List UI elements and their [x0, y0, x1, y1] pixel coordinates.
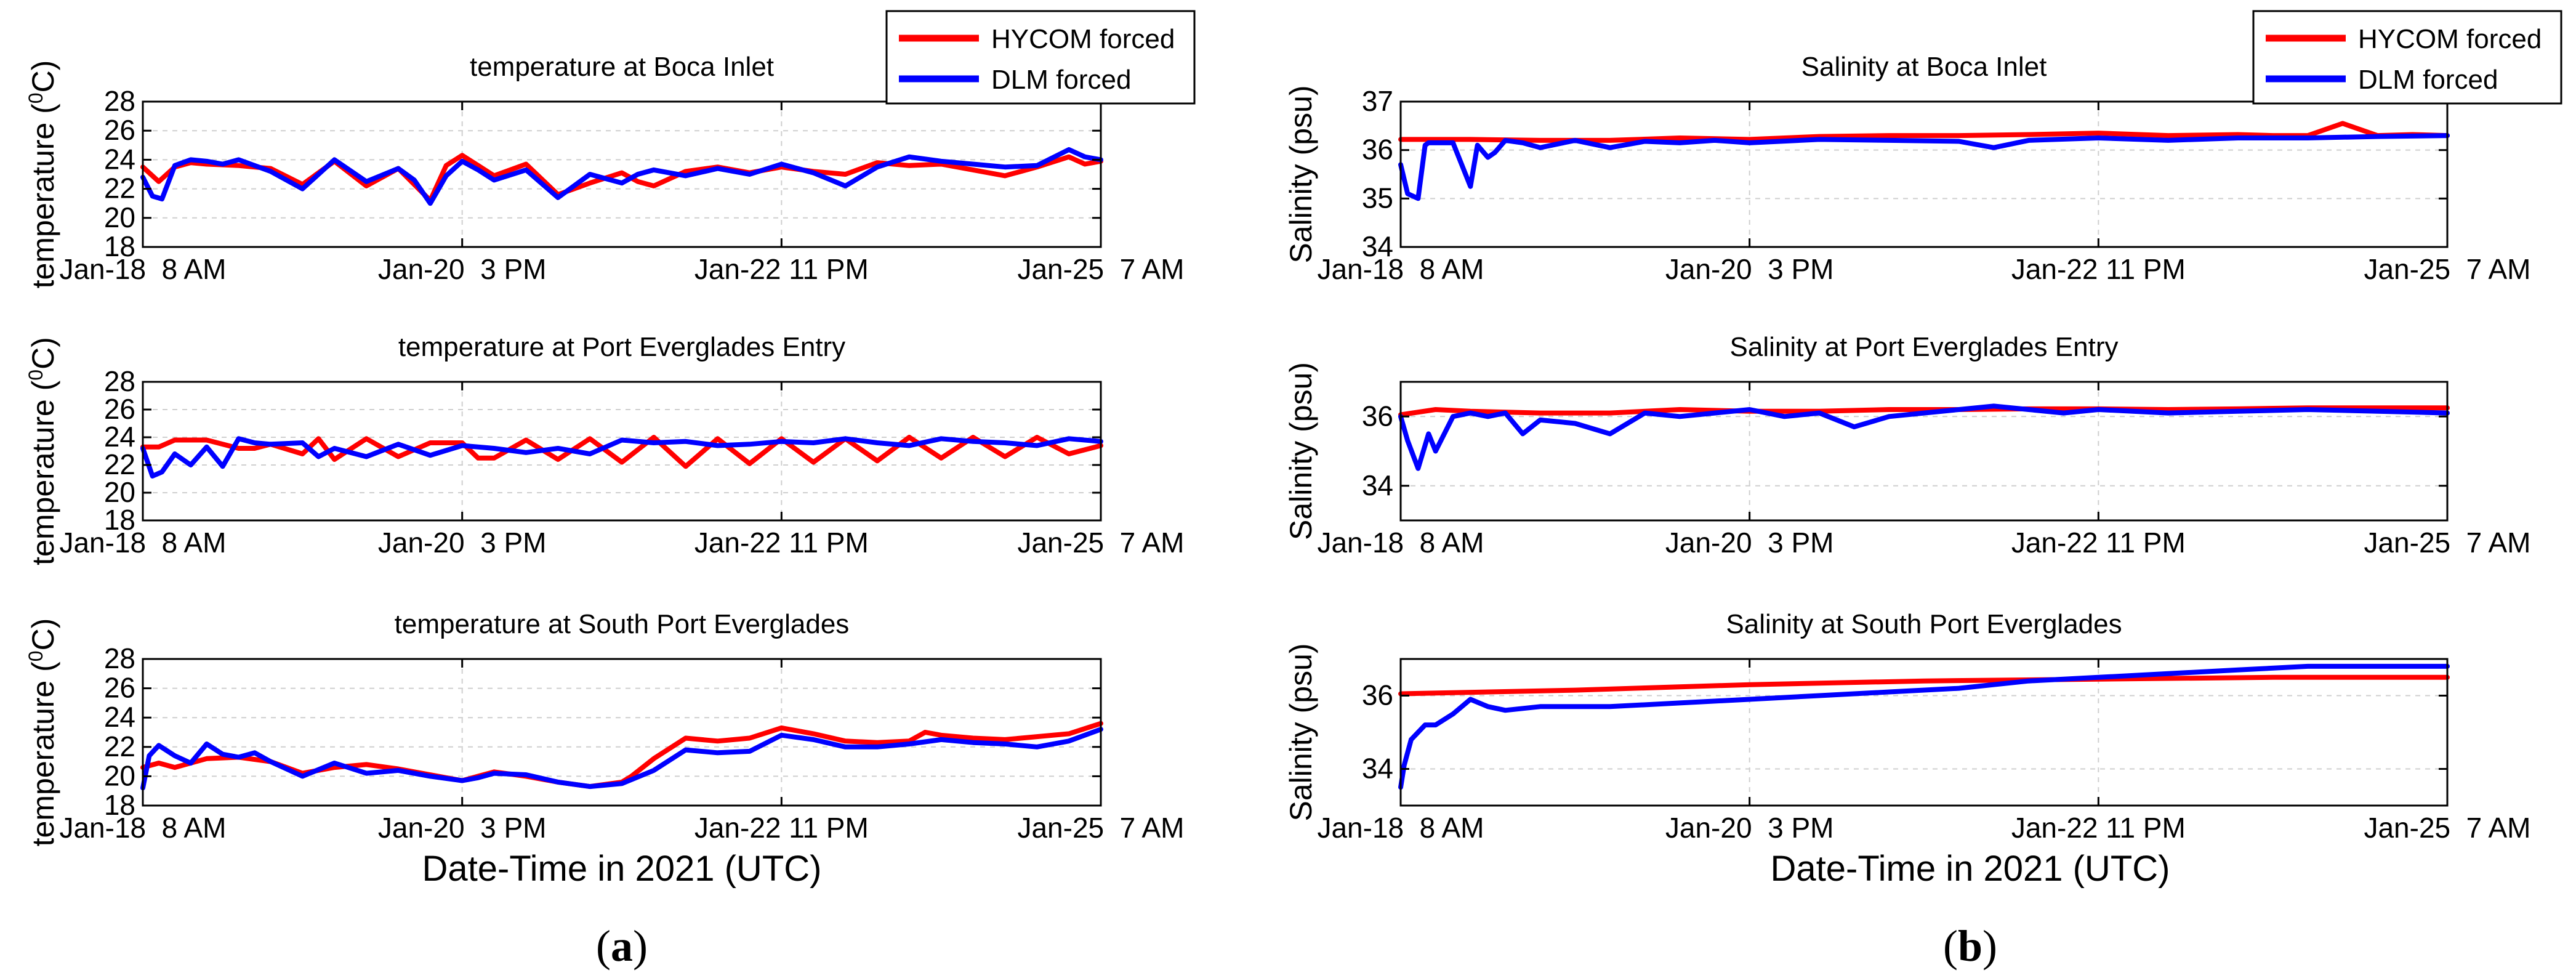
chart-b1-plot-area: [1401, 382, 2447, 520]
chart-b0-ylabel: Salinity (psu): [1284, 86, 1318, 264]
chart-a1-title: temperature at Port Everglades Entry: [398, 332, 845, 362]
chart-a0-xtick-label-0: Jan-18 8 AM: [59, 253, 226, 285]
legend-a-hycom-label: HYCOM forced: [991, 24, 1175, 54]
chart-a1-ytick-label-4: 26: [104, 393, 135, 425]
chart-b1-xtick-label-1: Jan-20 3 PM: [1665, 527, 1834, 559]
chart-a1-ytick-label-0: 18: [104, 504, 135, 536]
legend-b-box: [2252, 10, 2562, 105]
chart-b0-xtick-label-1: Jan-20 3 PM: [1665, 253, 1834, 285]
x-axis-label-a: Date-Time in 2021 (UTC): [422, 849, 822, 889]
chart-b0-ytick-label-1: 35: [1362, 182, 1393, 214]
chart-a2-title: temperature at South Port Everglades: [395, 609, 850, 639]
chart-a1-ytick-label-2: 22: [104, 448, 135, 480]
chart-b0-xtick-label-3: Jan-25 7 AM: [2364, 253, 2530, 285]
chart-a1-xtick-label-3: Jan-25 7 AM: [1017, 527, 1184, 559]
chart-b0-xtick-label-2: Jan-22 11 PM: [2011, 253, 2186, 285]
chart-b-2: 34 36 Jan-18 8 AM Jan-20 3 PM Jan-22 11 PM Ja…: [1284, 609, 2531, 844]
chart-a1-frame: [142, 381, 1102, 522]
chart-a2-ytick-label-0: 18: [104, 789, 135, 821]
chart-a0-xtick-label-3: Jan-25 7 AM: [1017, 253, 1184, 285]
legend-a-box: [885, 10, 1196, 105]
chart-b0-series-dlm-line: [1398, 133, 2450, 201]
chart-b-1: 34 36 Jan-18 8 AM Jan-20 3 PM Jan-22 11 PM Ja…: [1284, 332, 2531, 559]
chart-b1-frame: [1399, 381, 2449, 522]
chart-b1-title: Salinity at Port Everglades Entry: [1730, 332, 2119, 362]
panel-b-caption: (b): [1943, 921, 1997, 971]
chart-b1-xtick-label-3: Jan-25 7 AM: [2364, 527, 2530, 559]
chart-b2-ytick-label-0: 34: [1362, 753, 1393, 785]
chart-b2-xtick-label-3: Jan-25 7 AM: [2364, 812, 2530, 844]
chart-b0-xtick-label-0: Jan-18 8 AM: [1317, 253, 1484, 285]
chart-b0-series-hycom-line: [1398, 121, 2450, 143]
chart-b1-series-dlm-line: [1398, 403, 2450, 471]
chart-a1-series-dlm-line: [140, 436, 1103, 479]
chart-a1-xtick-label-0: Jan-18 8 AM: [59, 527, 226, 559]
chart-a0-ytick-label-2: 22: [104, 172, 135, 204]
chart-b0-ytick-label-0: 34: [1362, 230, 1393, 262]
chart-b2-xtick-label-1: Jan-20 3 PM: [1665, 812, 1834, 844]
chart-b1-xtick-label-0: Jan-18 8 AM: [1317, 527, 1484, 559]
chart-a0-frame: [142, 100, 1102, 248]
chart-a2-xtick-label-0: Jan-18 8 AM: [59, 812, 226, 844]
chart-b2-title: Salinity at South Port Everglades: [1726, 609, 2122, 639]
chart-b0-ytick-label-2: 36: [1362, 134, 1393, 166]
chart-b2-ytick-label-1: 36: [1362, 679, 1393, 711]
x-axis-label-b: Date-Time in 2021 (UTC): [1771, 849, 2170, 889]
chart-a0-xtick-label-2: Jan-22 11 PM: [694, 253, 869, 285]
chart-b2-series-dlm-line: [1398, 663, 2450, 790]
chart-a0-ytick-label-0: 18: [104, 230, 135, 262]
chart-a2-ytick-label-2: 22: [104, 730, 135, 762]
panel-a-caption: (a): [596, 921, 648, 971]
chart-a2-xtick-label-2: Jan-22 11 PM: [694, 812, 869, 844]
chart-a2-frame: [142, 658, 1102, 807]
chart-b2-xtick-label-0: Jan-18 8 AM: [1317, 812, 1484, 844]
chart-b0-title: Salinity at Boca Inlet: [1801, 52, 2047, 82]
chart-a2-ytick-label-5: 28: [104, 642, 135, 674]
chart-a1-ytick-label-1: 20: [104, 476, 135, 508]
chart-b-0: 34 35 36 37 Jan-18 8 AM Jan-20 3 PM Jan-22 11 …: [1284, 52, 2531, 285]
chart-b0-ytick-label-3: 37: [1362, 85, 1393, 117]
chart-a2-xtick-label-3: Jan-25 7 AM: [1017, 812, 1184, 844]
chart-a0-ytick-label-1: 20: [104, 201, 135, 233]
chart-a0-ytick-label-5: 28: [104, 85, 135, 117]
chart-b0-frame: [1399, 100, 2449, 248]
chart-b2-xtick-label-2: Jan-22 11 PM: [2011, 812, 2186, 844]
chart-a0-ytick-label-4: 26: [104, 114, 135, 146]
chart-b1-ytick-label-0: 34: [1362, 469, 1393, 501]
chart-b2-frame: [1399, 658, 2449, 807]
chart-a1-xtick-label-1: Jan-20 3 PM: [378, 527, 547, 559]
chart-b2-ylabel: Salinity (psu): [1284, 644, 1318, 822]
chart-a0-xtick-label-1: Jan-20 3 PM: [378, 253, 547, 285]
chart-a0-title: temperature at Boca Inlet: [470, 52, 774, 82]
chart-a1-xtick-label-2: Jan-22 11 PM: [694, 527, 869, 559]
chart-a2-ytick-label-4: 26: [104, 672, 135, 704]
chart-a2-series-dlm-line: [140, 727, 1103, 791]
legend-a-dlm-label: DLM forced: [991, 65, 1131, 95]
chart-b1-xtick-label-2: Jan-22 11 PM: [2011, 527, 2186, 559]
legend-a: HYCOM forced DLM forced: [885, 10, 1196, 105]
chart-a1-ytick-label-5: 28: [104, 365, 135, 397]
chart-a2-ytick-label-1: 20: [104, 759, 135, 791]
chart-b2-series-hycom-line: [1398, 674, 2450, 697]
chart-a0-series-dlm-line: [140, 147, 1103, 206]
chart-a0-ylabel: temperature (0C): [25, 60, 60, 289]
legend-b-dlm-label: DLM forced: [2358, 65, 2498, 95]
chart-a0-ytick-label-3: 24: [104, 143, 135, 175]
chart-a2-xtick-label-1: Jan-20 3 PM: [378, 812, 547, 844]
chart-b0-plot-area: [1401, 102, 2447, 247]
legend-b-hycom-label: HYCOM forced: [2358, 24, 2542, 54]
chart-a2-ylabel: temperature (0C): [25, 618, 60, 847]
chart-a1-ytick-label-3: 24: [104, 421, 135, 453]
legend-b: HYCOM forced DLM forced: [2252, 10, 2562, 105]
chart-a1-ylabel: temperature (0C): [25, 337, 60, 565]
chart-b1-ylabel: Salinity (psu): [1284, 362, 1318, 540]
chart-a2-ytick-label-3: 24: [104, 701, 135, 733]
chart-b1-ytick-label-1: 36: [1362, 400, 1393, 432]
